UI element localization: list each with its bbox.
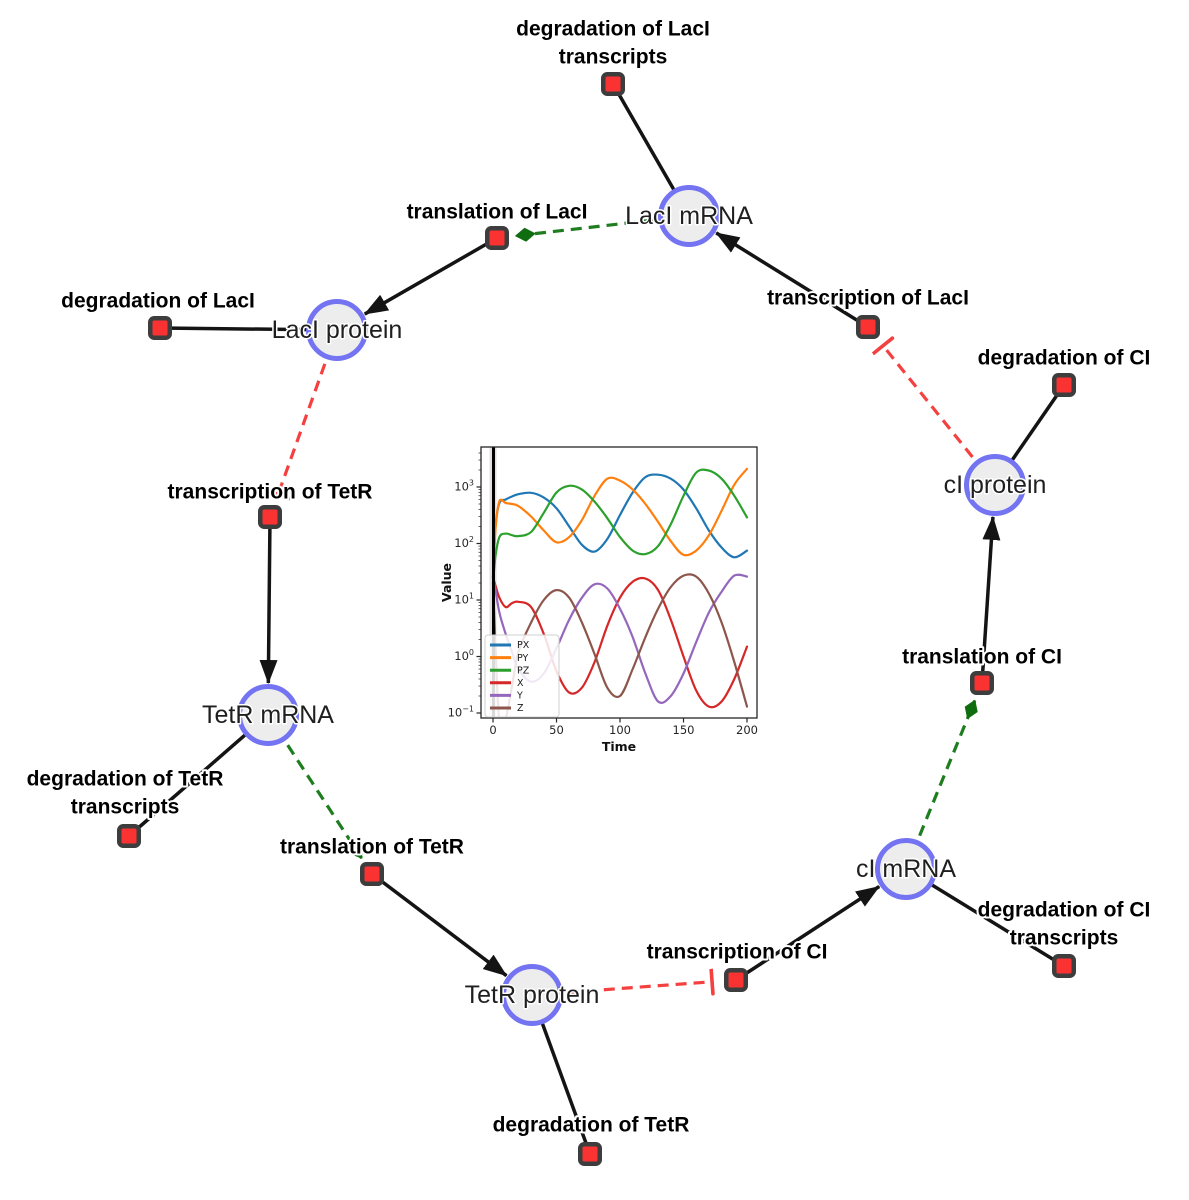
species-label-cI_mRNA: cI mRNA <box>856 855 956 883</box>
edge-production-transl_cI-cI_protein <box>980 515 1001 684</box>
x-tick-label-150: 150 <box>673 723 695 737</box>
nodes-layer <box>117 72 1076 1166</box>
legend-item-PX: PX <box>490 640 530 651</box>
reaction-node-transcr_lacI[interactable] <box>856 315 880 339</box>
edge-production-transl_tetR-tetR_protein <box>370 872 508 978</box>
series-PZ <box>491 468 749 585</box>
edge-production-transcr_tetR-tetR_mRNA <box>259 516 278 685</box>
reaction-label-transl_tetR: translation of TetR <box>280 836 464 859</box>
reaction-node-transl_cI[interactable] <box>970 671 994 695</box>
x-tick-label-200: 200 <box>736 723 758 737</box>
series-PY <box>491 467 749 579</box>
legend-label-Y: Y <box>516 691 523 702</box>
reaction-label-transcr_lacI: transcription of LacI <box>767 287 969 310</box>
axes-frame <box>480 446 758 719</box>
reaction-label-deg_lacI_tr-line2: transcripts <box>559 46 668 69</box>
x-tick-label-100: 100 <box>609 723 631 737</box>
species-label-tetR_protein: TetR protein <box>465 981 600 1009</box>
species-node-lacI_protein[interactable] <box>306 299 368 361</box>
y-axis-label: Value <box>440 563 454 602</box>
reaction-node-transcr_tetR[interactable] <box>258 505 282 529</box>
reaction-label-transl_cI: translation of CI <box>902 646 1062 669</box>
x-tick-label-0: 0 <box>489 723 496 737</box>
legend-item-PY: PY <box>490 653 529 664</box>
species-label-lacI_mRNA: LacI mRNA <box>625 202 753 230</box>
timeseries-inset: 0 50 100 150 200 10−1 100 101 102 103 Time Value PX P… <box>440 430 770 765</box>
reaction-node-deg_cI_tr[interactable] <box>1052 954 1076 978</box>
reaction-label-transcr_cI: transcription of CI <box>647 941 828 964</box>
legend-item-Z: Z <box>490 703 524 714</box>
reaction-label-transcr_tetR: transcription of TetR <box>168 481 373 504</box>
species-label-lacI_protein: LacI protein <box>272 316 403 344</box>
reaction-node-deg_cI[interactable] <box>1052 373 1076 397</box>
reaction-node-transl_lacI[interactable] <box>485 226 509 250</box>
reaction-label-deg_cI_tr-line2: transcripts <box>1010 927 1119 950</box>
reaction-node-deg_lacI[interactable] <box>148 316 172 340</box>
timeseries-chart: 0 50 100 150 20010−1100101102103TimeValuePXP… <box>440 430 770 765</box>
legend-item-Y: Y <box>490 691 523 702</box>
series-X <box>491 576 749 709</box>
species-node-lacI_mRNA[interactable] <box>658 185 720 247</box>
edge-inhibition-lacI_protein-transcr_tetR <box>278 329 339 494</box>
edge-inhibition-cI_protein-transcr_lacI <box>883 346 997 487</box>
x-tick-label-50: 50 <box>549 723 564 737</box>
reaction-node-deg_tetR[interactable] <box>578 1142 602 1166</box>
legend-item-PZ: PZ <box>490 665 530 676</box>
edge-modifier-lacI_mRNA-transl_lacI <box>514 214 690 242</box>
legend-label-PZ: PZ <box>517 665 530 676</box>
reaction-node-transcr_cI[interactable] <box>724 968 748 992</box>
species-node-tetR_protein[interactable] <box>501 964 563 1026</box>
reaction-label-deg_cI_tr-line1: degradation of CI <box>978 899 1151 922</box>
edge-production-transcr_cI-cI_mRNA <box>735 885 881 982</box>
reaction-node-deg_tetR_tr[interactable] <box>117 824 141 848</box>
edge-production-transl_lacI-lacI_protein <box>363 236 498 316</box>
edge-inhibition-tetR_protein-transcr_cI <box>531 982 712 997</box>
reaction-label-deg_lacI_tr-line1: degradation of LacI <box>516 18 710 41</box>
species-label-cI_protein: cI protein <box>944 471 1047 499</box>
reaction-label-deg_tetR: degradation of TetR <box>493 1114 690 1137</box>
reaction-label-transl_lacI: translation of LacI <box>407 201 588 224</box>
legend-label-X: X <box>517 678 524 689</box>
reaction-label-deg_lacI: degradation of LacI <box>61 290 255 313</box>
reaction-label-deg_tetR_tr-line1: degradation of TetR <box>27 768 224 791</box>
species-node-tetR_mRNA[interactable] <box>237 684 299 746</box>
species-node-cI_protein[interactable] <box>964 454 1026 516</box>
edge-modifier-cI_mRNA-transl_cI <box>904 699 978 870</box>
series-PX <box>491 473 749 579</box>
edge-production-transcr_lacI-lacI_mRNA <box>715 231 869 329</box>
legend-item-X: X <box>490 678 524 689</box>
labels-layer: LacI mRNA LacI protein TetR mRNA TetR prote… <box>25 16 1153 1139</box>
reaction-node-transl_tetR[interactable] <box>360 862 384 886</box>
species-node-cI_mRNA[interactable] <box>875 838 937 900</box>
legend-label-PX: PX <box>517 640 530 651</box>
species-label-tetR_mRNA: TetR mRNA <box>202 701 334 729</box>
reaction-label-deg_cI: degradation of CI <box>978 347 1151 370</box>
reaction-node-deg_lacI_tr[interactable] <box>601 72 625 96</box>
reaction-label-deg_tetR_tr-line2: transcripts <box>71 796 180 819</box>
x-axis-label: Time <box>602 739 636 754</box>
legend-label-Z: Z <box>517 703 524 714</box>
legend-label-PY: PY <box>517 653 529 664</box>
